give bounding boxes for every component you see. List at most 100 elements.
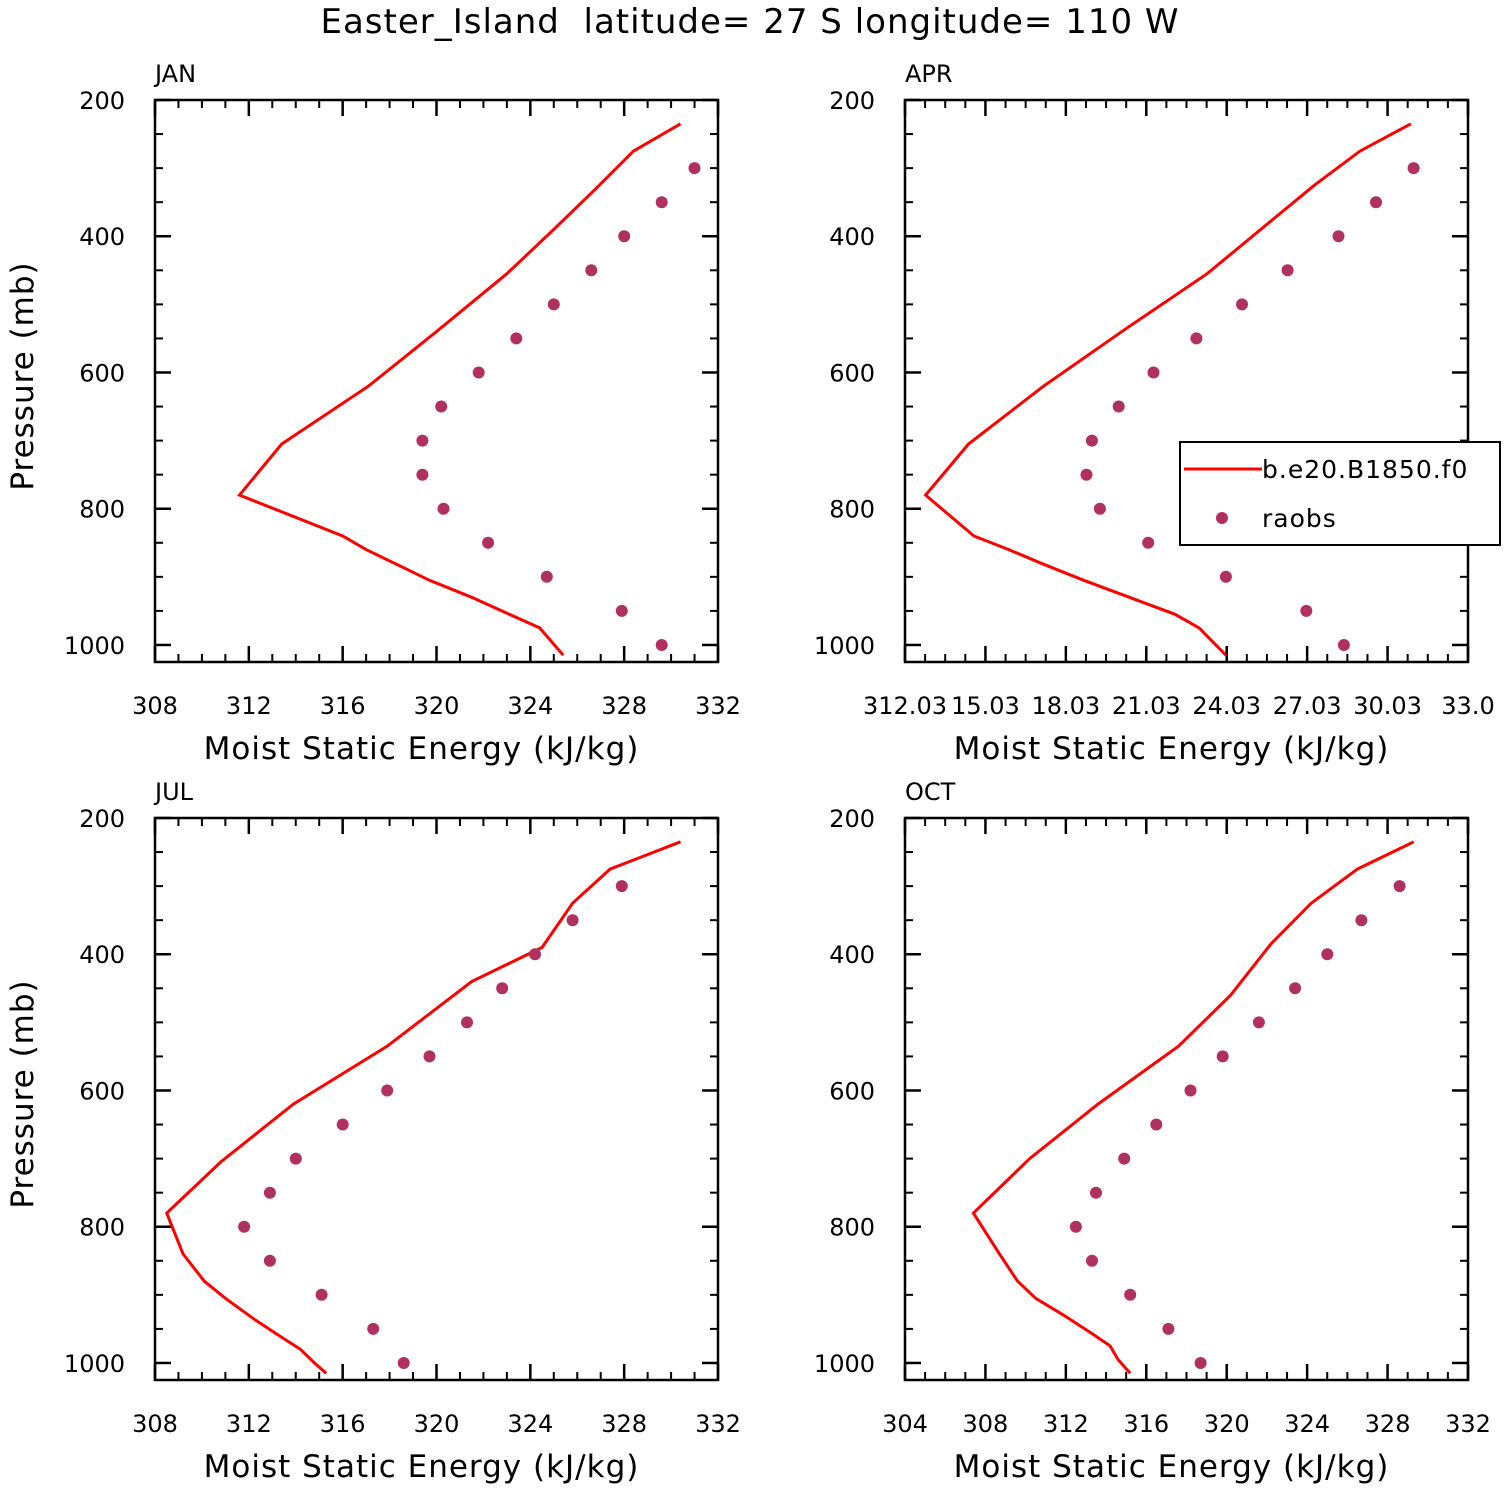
- y-tick-label: 400: [79, 223, 125, 251]
- raobs-point: [1194, 1357, 1207, 1369]
- x-tick-label: 308: [132, 692, 178, 720]
- x-tick-label: 324: [1284, 1410, 1330, 1438]
- x-axis-title: Moist Static Energy (kJ/kg): [954, 731, 1390, 767]
- y-tick-label: 200: [829, 805, 875, 833]
- y-tick-label: 400: [829, 223, 875, 251]
- y-tick-label: 800: [79, 496, 125, 524]
- raobs-point: [1080, 468, 1093, 481]
- y-tick-label: 600: [829, 1077, 875, 1105]
- series-line-model: [164, 840, 682, 1375]
- x-tick-label: 328: [1365, 1410, 1411, 1438]
- y-tick-label: 1000: [814, 1350, 875, 1378]
- raobs-point: [1093, 502, 1106, 515]
- raobs-point: [1300, 604, 1313, 617]
- raobs-point: [655, 196, 668, 209]
- x-tick-label: 316: [320, 692, 366, 720]
- x-tick-label: 324: [507, 692, 553, 720]
- raobs-point: [416, 468, 429, 481]
- raobs-point: [381, 1084, 394, 1097]
- y-tick-label: 600: [829, 359, 875, 387]
- x-tick-label: 324: [507, 1410, 553, 1438]
- raobs-point: [435, 400, 448, 413]
- raobs-point: [336, 1118, 349, 1131]
- y-tick-label: 200: [829, 87, 875, 115]
- raobs-point: [1085, 434, 1098, 447]
- raobs-point: [615, 604, 628, 617]
- y-tick-label: 1000: [64, 632, 125, 660]
- raobs-point: [1086, 1254, 1098, 1267]
- raobs-point: [367, 1322, 380, 1335]
- raobs-point: [1124, 1288, 1137, 1301]
- series-line-model: [923, 122, 1412, 657]
- raobs-point: [655, 639, 668, 651]
- x-tick-label: 30.03: [1353, 692, 1422, 720]
- x-tick-label: 21.03: [1112, 692, 1181, 720]
- raobs-point: [461, 1016, 473, 1029]
- x-tick-label: 304: [882, 1410, 928, 1438]
- y-axis-title: Pressure (mb): [5, 261, 41, 490]
- panel-jul: JUL 308 312 316 320 324 328 332 200 400 600 800 1000…: [5, 778, 741, 1485]
- raobs-point: [416, 434, 429, 447]
- plot-frame: [153, 816, 720, 1382]
- panels: JAN 308 312 316 320 324 328 332 200 400 600 800 1000…: [5, 60, 1495, 1485]
- raobs-point: [1281, 264, 1294, 277]
- raobs-point: [1118, 1152, 1131, 1165]
- x-tick-label: 316: [320, 1410, 366, 1438]
- y-tick-label: 400: [79, 941, 125, 969]
- raobs-point: [618, 230, 631, 243]
- raobs-point: [615, 880, 628, 893]
- x-tick-label: 312.03: [863, 692, 947, 720]
- y-tick-label: 800: [79, 1214, 125, 1242]
- x-axis-title: Moist Static Energy (kJ/kg): [204, 1449, 640, 1485]
- raobs-point: [1069, 1220, 1082, 1233]
- raobs-point: [1147, 366, 1160, 379]
- panel-label: JAN: [153, 60, 196, 88]
- raobs-point: [472, 366, 485, 379]
- x-axis-title: Moist Static Energy (kJ/kg): [954, 1449, 1390, 1485]
- y-tick-label: 1000: [64, 1350, 125, 1378]
- y-tick-label: 200: [79, 87, 125, 115]
- plot-frame: [903, 98, 1470, 664]
- x-tick-label: 312: [226, 692, 272, 720]
- raobs-point: [1332, 230, 1345, 243]
- x-tick-label: 33.0: [1441, 692, 1494, 720]
- y-tick-label: 600: [79, 359, 125, 387]
- panel-oct: OCT 304 308 312 316 320 324 328 332 200 400 600 800 1…: [814, 778, 1491, 1485]
- series-line-model: [237, 122, 682, 657]
- y-tick-label: 600: [79, 1077, 125, 1105]
- raobs-point: [1162, 1322, 1175, 1335]
- x-tick-label: 312: [1043, 1410, 1089, 1438]
- raobs-point: [1407, 162, 1420, 175]
- x-tick-label: 320: [1204, 1410, 1250, 1438]
- raobs-point: [1370, 196, 1382, 209]
- legend-obs-label: raobs: [1262, 504, 1337, 533]
- raobs-point: [1289, 982, 1302, 995]
- raobs-point: [1355, 914, 1368, 927]
- raobs-point: [315, 1288, 328, 1301]
- raobs-point: [1112, 400, 1125, 413]
- series-line-model: [971, 840, 1415, 1375]
- raobs-point: [688, 162, 701, 175]
- y-tick-label: 400: [829, 941, 875, 969]
- legend-box: [1179, 441, 1501, 546]
- raobs-point: [238, 1220, 251, 1233]
- raobs-point: [566, 914, 579, 927]
- y-tick-label: 1000: [814, 632, 875, 660]
- raobs-point: [1337, 639, 1350, 651]
- x-tick-label: 27.03: [1273, 692, 1342, 720]
- legend-obs-marker: [1216, 512, 1228, 524]
- raobs-point: [1252, 1016, 1265, 1029]
- plot-frame: [153, 98, 720, 664]
- y-tick-label: 800: [829, 496, 875, 524]
- raobs-point: [1321, 948, 1334, 961]
- x-tick-label: 308: [963, 1410, 1009, 1438]
- x-tick-label: 308: [132, 1410, 178, 1438]
- raobs-point: [510, 332, 523, 345]
- panel-jan: JAN 308 312 316 320 324 328 332 200 400 600 800 1000…: [5, 60, 741, 767]
- raobs-point: [289, 1152, 302, 1165]
- plot-frame: [903, 816, 1470, 1382]
- raobs-point: [496, 982, 509, 995]
- raobs-point: [423, 1050, 436, 1063]
- x-tick-label: 332: [1445, 1410, 1491, 1438]
